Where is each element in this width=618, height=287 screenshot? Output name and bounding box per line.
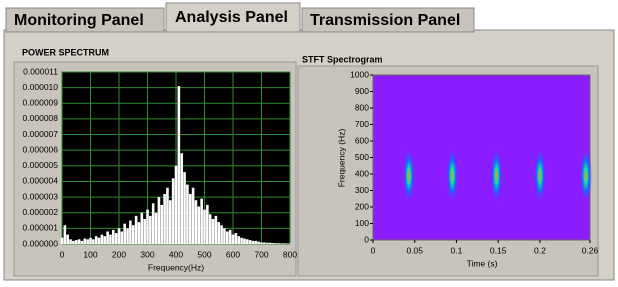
x-tick-label: 700 <box>254 249 268 259</box>
chart-title: POWER SPECTRUM <box>22 47 109 57</box>
spectrogram-burst <box>580 148 592 204</box>
y-tick-label: 0 <box>364 234 369 244</box>
x-tick-label: 0.05 <box>406 245 423 255</box>
y-tick-label: 400 <box>355 168 369 178</box>
y-tick-label: 700 <box>355 119 369 129</box>
x-tick-label: 0.2 <box>534 245 546 255</box>
x-axis-label: Time (s) <box>467 258 498 268</box>
tab-label[interactable]: Monitoring Panel <box>14 12 144 29</box>
tab-label[interactable]: Transmission Panel <box>310 12 460 29</box>
y-tick-label: 800 <box>355 102 369 112</box>
x-tick-label: 800 <box>283 249 297 259</box>
y-tick-label: 100 <box>355 218 369 228</box>
x-tick-label: 500 <box>197 249 211 259</box>
y-tick-label: 500 <box>355 152 369 162</box>
tab-label[interactable]: Analysis Panel <box>175 9 288 26</box>
y-tick-label: 0.000007 <box>23 129 59 139</box>
spectrogram-burst <box>446 148 458 204</box>
chart-title: STFT Spectrogram <box>302 54 383 64</box>
y-tick-label: 900 <box>355 86 369 96</box>
x-tick-label: 0 <box>371 245 376 255</box>
y-axis-label: Frequency (Hz) <box>336 129 346 188</box>
y-tick-label: 0.000009 <box>23 98 59 108</box>
y-tick-label: 600 <box>355 135 369 145</box>
y-tick-label: 0.000001 <box>23 223 59 233</box>
x-tick-label: 0.1 <box>451 245 463 255</box>
y-tick-label: 0.000006 <box>23 144 59 154</box>
y-tick-label: 0.000008 <box>23 113 59 123</box>
y-tick-label: 0.000004 <box>23 176 59 186</box>
y-tick-label: 300 <box>355 185 369 195</box>
x-tick-label: 100 <box>83 249 97 259</box>
screen: Monitoring Panel Analysis Panel Transmis… <box>0 0 618 282</box>
y-tick-label: 0.000010 <box>23 82 59 92</box>
page: Monitoring Panel Analysis Panel Transmis… <box>0 0 618 282</box>
y-tick-label: 0.000003 <box>23 191 59 201</box>
x-tick-label: 600 <box>226 249 240 259</box>
x-tick-label: 0 <box>60 249 65 259</box>
spectrogram-burst <box>534 148 546 204</box>
x-axis-label: Frequency(Hz) <box>148 262 204 272</box>
x-tick-label: 300 <box>140 249 154 259</box>
x-tick-label: 200 <box>112 249 126 259</box>
x-tick-label: 400 <box>169 249 183 259</box>
y-tick-label: 200 <box>355 201 369 211</box>
spectrogram-burst <box>491 148 503 204</box>
y-tick-label: 1000 <box>350 69 369 79</box>
x-tick-label: 0.26 <box>582 245 599 255</box>
x-tick-label: 0.15 <box>490 245 507 255</box>
y-tick-label: 0.000000 <box>23 238 59 248</box>
spectrogram-burst <box>403 148 415 204</box>
y-tick-label: 0.000011 <box>23 66 58 76</box>
y-tick-label: 0.000005 <box>23 160 59 170</box>
y-tick-label: 0.000002 <box>23 207 59 217</box>
